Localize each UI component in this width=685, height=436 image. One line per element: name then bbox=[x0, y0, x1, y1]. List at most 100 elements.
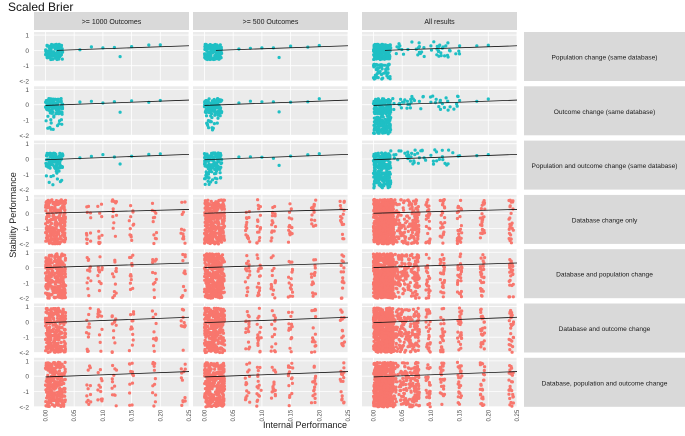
data-point bbox=[59, 257, 62, 260]
data-point bbox=[373, 182, 376, 185]
data-point bbox=[374, 232, 377, 235]
data-point bbox=[287, 229, 290, 232]
data-point bbox=[52, 114, 55, 117]
data-point bbox=[376, 277, 379, 280]
data-point bbox=[51, 183, 54, 186]
data-point bbox=[86, 281, 89, 284]
data-point bbox=[429, 154, 432, 157]
data-point bbox=[53, 102, 56, 105]
data-point bbox=[398, 222, 401, 225]
data-point bbox=[61, 50, 64, 53]
data-point bbox=[376, 240, 379, 243]
data-point bbox=[435, 159, 438, 162]
data-point bbox=[147, 43, 150, 46]
data-point bbox=[386, 257, 389, 260]
data-point bbox=[78, 100, 81, 103]
data-point bbox=[112, 221, 115, 224]
data-point bbox=[112, 207, 115, 210]
data-point bbox=[271, 274, 274, 277]
data-point bbox=[130, 256, 133, 259]
data-point bbox=[388, 100, 391, 103]
data-point bbox=[403, 218, 406, 221]
data-point bbox=[434, 101, 437, 104]
data-point bbox=[396, 216, 399, 219]
data-point bbox=[45, 174, 48, 177]
data-point bbox=[435, 98, 438, 101]
data-point bbox=[211, 228, 214, 231]
data-point bbox=[378, 112, 381, 115]
data-point bbox=[216, 97, 219, 100]
data-point bbox=[46, 44, 49, 47]
data-point bbox=[417, 162, 420, 165]
data-point bbox=[388, 55, 391, 58]
data-point bbox=[273, 296, 276, 299]
data-point bbox=[223, 239, 226, 242]
y-axis-label: Stability Performance bbox=[8, 160, 18, 270]
data-point bbox=[384, 111, 387, 114]
data-point bbox=[60, 99, 63, 102]
data-point bbox=[53, 217, 56, 220]
data-point bbox=[214, 208, 217, 211]
data-point bbox=[439, 226, 442, 229]
data-point bbox=[412, 241, 415, 244]
data-point bbox=[382, 207, 385, 210]
data-point bbox=[213, 292, 216, 295]
data-point bbox=[379, 184, 382, 187]
data-point bbox=[376, 217, 379, 220]
data-point bbox=[45, 52, 48, 55]
data-point bbox=[339, 204, 342, 207]
data-point bbox=[372, 102, 375, 105]
y-tick-label: 1 bbox=[25, 141, 29, 148]
data-point bbox=[391, 218, 394, 221]
data-point bbox=[270, 239, 273, 242]
data-point bbox=[219, 100, 222, 103]
data-point bbox=[55, 223, 58, 226]
data-point bbox=[290, 207, 293, 210]
data-point bbox=[248, 273, 251, 276]
data-point bbox=[246, 287, 249, 290]
data-point bbox=[382, 167, 385, 170]
data-point bbox=[413, 153, 416, 156]
data-point bbox=[63, 295, 66, 298]
data-point bbox=[414, 149, 417, 152]
data-point bbox=[219, 114, 222, 117]
data-point bbox=[96, 205, 99, 208]
data-point bbox=[377, 202, 380, 205]
data-point bbox=[245, 223, 248, 226]
data-point bbox=[432, 163, 435, 166]
data-point bbox=[208, 183, 211, 186]
data-point bbox=[270, 236, 273, 239]
data-point bbox=[246, 290, 249, 293]
data-point bbox=[59, 212, 62, 215]
data-point bbox=[387, 237, 390, 240]
data-point bbox=[159, 99, 162, 102]
data-point bbox=[318, 152, 321, 155]
data-point bbox=[100, 234, 103, 237]
data-point bbox=[378, 123, 381, 126]
data-point bbox=[208, 271, 211, 274]
data-point bbox=[61, 152, 64, 155]
data-point bbox=[379, 116, 382, 119]
data-point bbox=[388, 45, 391, 48]
data-point bbox=[386, 181, 389, 184]
data-point bbox=[62, 215, 65, 218]
data-point bbox=[63, 288, 66, 291]
data-point bbox=[387, 242, 390, 245]
data-point bbox=[386, 109, 389, 112]
data-point bbox=[215, 162, 218, 165]
data-point bbox=[449, 105, 452, 108]
data-point bbox=[414, 233, 417, 236]
y-tick-label: -1 bbox=[23, 172, 29, 179]
data-point bbox=[46, 127, 49, 130]
data-point bbox=[422, 95, 425, 98]
data-point bbox=[114, 235, 117, 238]
data-point bbox=[508, 228, 511, 231]
data-point bbox=[419, 52, 422, 55]
data-point bbox=[385, 281, 388, 284]
data-point bbox=[220, 111, 223, 114]
data-point bbox=[457, 155, 460, 158]
data-point bbox=[209, 216, 212, 219]
data-point bbox=[445, 96, 448, 99]
data-point bbox=[339, 200, 342, 203]
data-point bbox=[256, 253, 259, 256]
